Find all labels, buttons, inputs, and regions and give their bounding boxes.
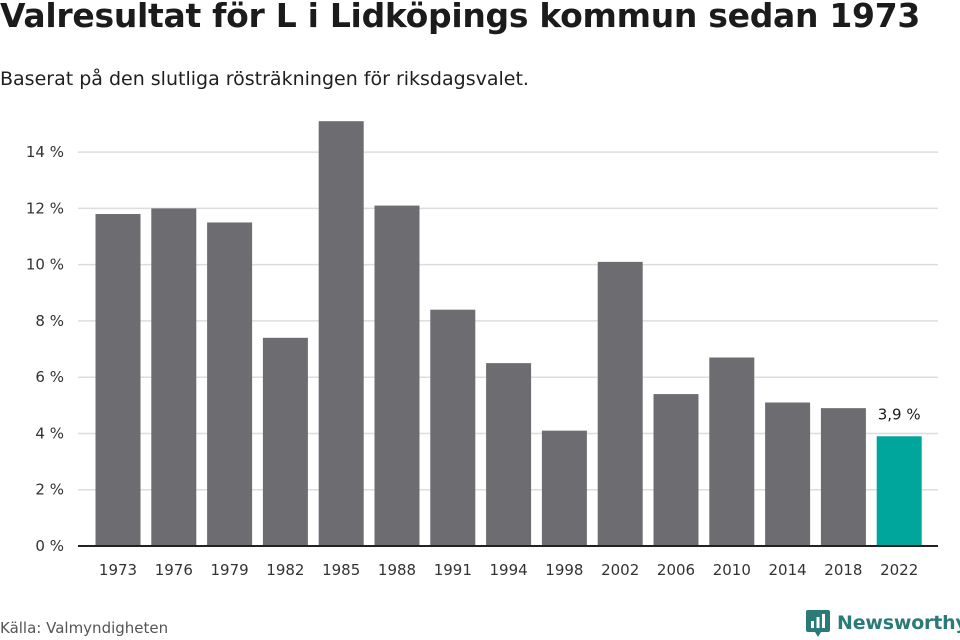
y-tick-label: 8 % bbox=[35, 312, 64, 330]
brand-name: Newsworthy bbox=[837, 612, 960, 634]
x-tick-label: 1982 bbox=[266, 561, 304, 579]
chart-title: Valresultat för L i Lidköpings kommun se… bbox=[0, 0, 921, 35]
bar-1976 bbox=[151, 208, 197, 546]
newsworthy-logo-icon bbox=[806, 610, 830, 637]
x-tick-label: 1979 bbox=[211, 561, 249, 579]
bar-2014 bbox=[765, 402, 811, 546]
bar-1991 bbox=[430, 309, 476, 546]
x-tick-label: 1973 bbox=[99, 561, 137, 579]
x-tick-label: 1976 bbox=[155, 561, 193, 579]
source-note: Källa: Valmyndigheten bbox=[0, 619, 169, 637]
bars bbox=[95, 121, 922, 546]
bar-1979 bbox=[207, 222, 253, 546]
x-tick-label: 2006 bbox=[657, 561, 695, 579]
y-tick-label: 0 % bbox=[35, 537, 64, 555]
x-tick-label: 1985 bbox=[322, 561, 360, 579]
bar-2018 bbox=[820, 408, 866, 546]
bar-1982 bbox=[262, 337, 308, 546]
x-tick-label: 2010 bbox=[713, 561, 751, 579]
x-tick-label: 1994 bbox=[490, 561, 528, 579]
bar-1988 bbox=[374, 205, 420, 546]
y-tick-label: 10 % bbox=[26, 256, 64, 274]
data-labels: 3,9 % bbox=[878, 405, 921, 423]
bar-2022 bbox=[876, 436, 922, 546]
bar-2002 bbox=[597, 261, 643, 546]
x-tick-label: 2018 bbox=[824, 561, 862, 579]
bar-1998 bbox=[541, 430, 587, 546]
x-tick-label: 1988 bbox=[378, 561, 416, 579]
bar-1994 bbox=[486, 363, 532, 546]
bar-chart: 0 % 2 % 4 % 6 % 8 % 10 % 12 % 14 % 1973 1976 1979… bbox=[26, 121, 938, 579]
y-tick-label: 6 % bbox=[35, 368, 64, 386]
y-axis-ticks: 0 % 2 % 4 % 6 % 8 % 10 % 12 % 14 % bbox=[26, 143, 64, 555]
x-tick-label: 1991 bbox=[434, 561, 472, 579]
x-tick-label: 2022 bbox=[880, 561, 918, 579]
x-axis-ticks: 1973 1976 1979 1982 1985 1988 1991 1994 1998 2002… bbox=[99, 561, 918, 579]
bar-2006 bbox=[653, 394, 699, 546]
brand-logo: Newsworthy bbox=[805, 608, 960, 638]
y-tick-label: 2 % bbox=[35, 481, 64, 499]
bar-1985 bbox=[318, 121, 364, 546]
chart-subtitle: Baserat på den slutliga rösträkningen fö… bbox=[0, 68, 529, 90]
data-label-2022: 3,9 % bbox=[878, 405, 921, 423]
x-tick-label: 2014 bbox=[769, 561, 807, 579]
y-tick-label: 4 % bbox=[35, 424, 64, 442]
x-tick-label: 1998 bbox=[545, 561, 583, 579]
bar-2010 bbox=[709, 357, 755, 546]
x-tick-label: 2002 bbox=[601, 561, 639, 579]
bar-1973 bbox=[95, 214, 141, 546]
y-tick-label: 12 % bbox=[26, 199, 64, 217]
y-tick-label: 14 % bbox=[26, 143, 64, 161]
